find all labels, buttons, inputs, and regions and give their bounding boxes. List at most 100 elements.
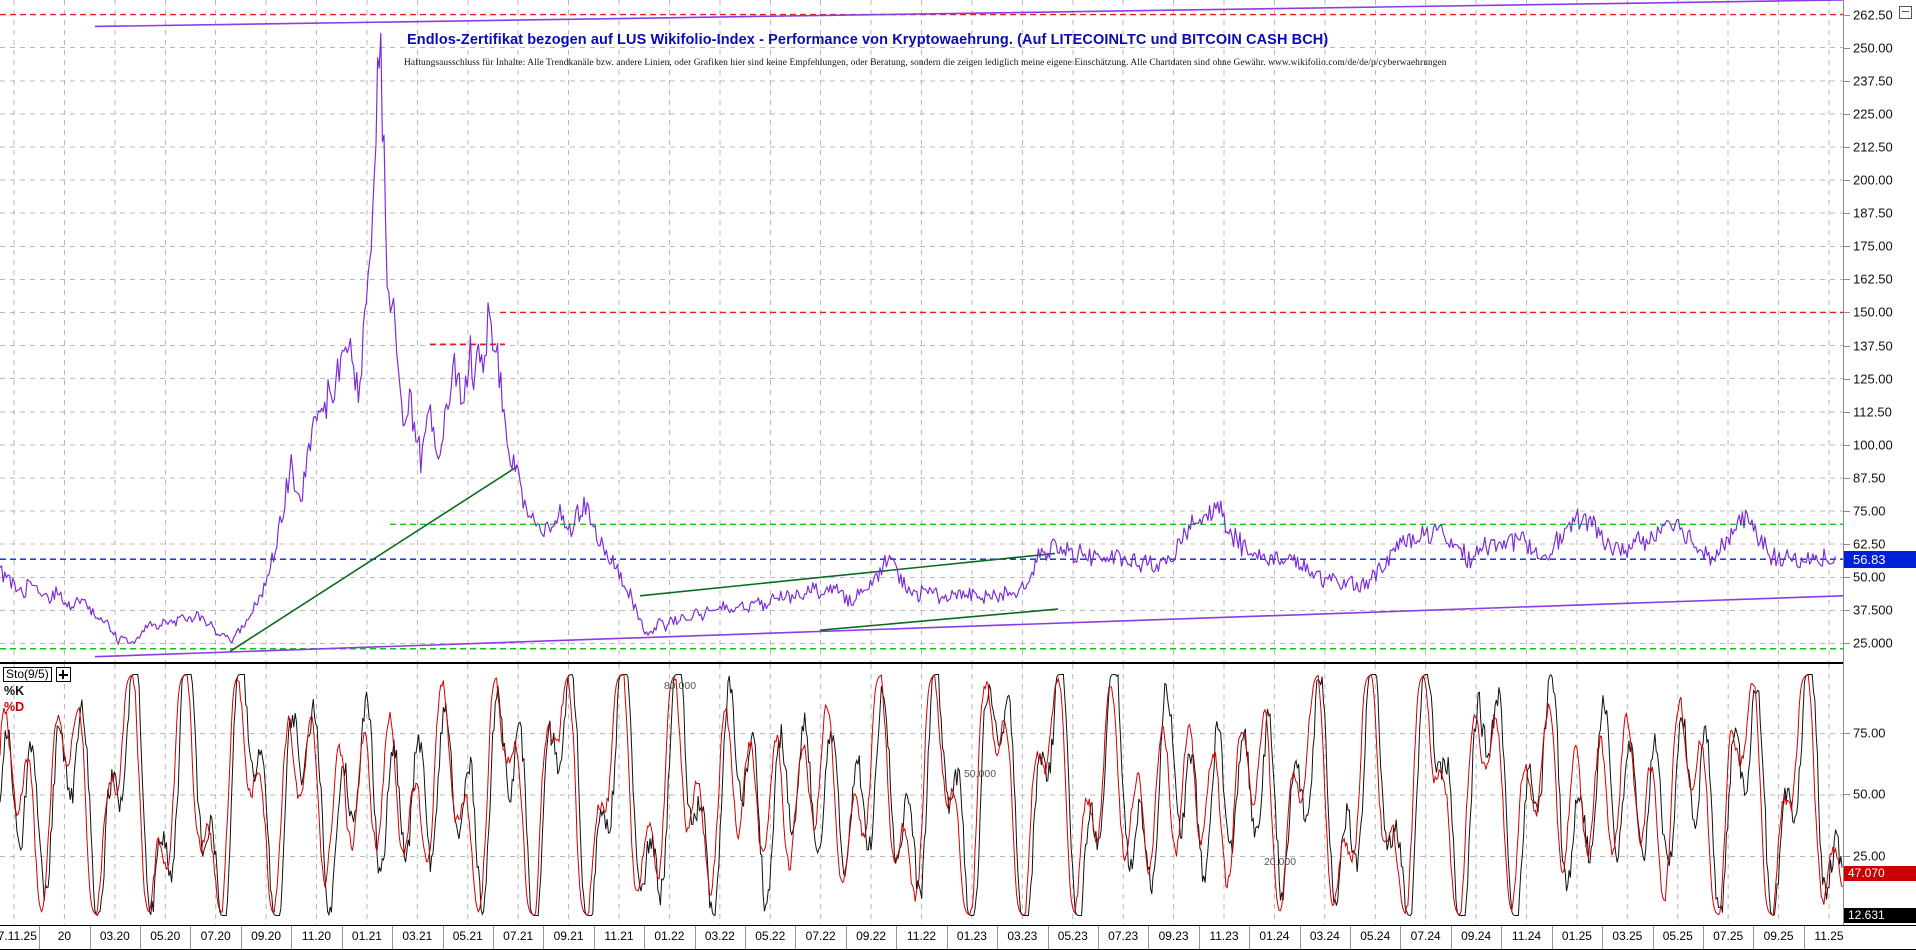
chart-title: Endlos-Zertifikat bezogen auf LUS Wikifo… [407,32,1329,48]
price-axis-label: 225.00 [1853,106,1893,122]
green-rising-2020 [229,465,519,653]
date-axis-separator [1602,926,1604,949]
price-axis-label: 150.00 [1853,304,1893,320]
green-rising-2023 [819,608,1059,632]
plus-box-icon[interactable] [55,667,71,682]
price-axis-tick [1844,246,1850,248]
price-axis-tick [1844,610,1850,612]
date-axis-separator [1702,926,1704,949]
date-axis-separator [240,926,242,949]
date-axis-label: 01.25 [1561,929,1592,943]
violet-upper-channel [94,0,1843,28]
current-price-badge[interactable]: 56.83 [1844,550,1916,568]
date-axis-label: 09.20 [251,929,282,943]
date-axis-label: 07.23 [1108,929,1139,943]
price-axis-label: 62.50 [1853,536,1886,552]
stochastic-indicator-panel[interactable]: Sto(9/5) %K %D 80.000 50.000 20.000 [0,663,1843,926]
price-axis-label: 125.00 [1853,371,1893,387]
date-axis-label: 03.24 [1309,929,1340,943]
date-axis-label: 03.23 [1007,929,1038,943]
date-axis-separator [1097,926,1099,949]
indicator-level-20: 20.000 [1263,856,1297,868]
date-axis-label: 05.21 [452,929,483,943]
price-axis-tick [1844,477,1850,479]
price-axis-tick [1844,378,1850,380]
price-axis-label: 200.00 [1853,172,1893,188]
indicator-level-50: 50.000 [963,768,997,780]
price-chart-canvas[interactable] [0,0,1843,662]
date-axis-label: 07.22 [805,929,836,943]
date-axis-separator [896,926,898,949]
date-axis-label: 11.20 [301,929,332,943]
date-axis-separator [845,926,847,949]
date-axis-separator [1198,926,1200,949]
price-axis-label: 100.00 [1853,437,1893,453]
price-axis-label: 37.500 [1853,602,1893,618]
date-axis-label: 05.23 [1057,929,1088,943]
indicator-level-80: 80.000 [663,680,697,692]
price-axis-label: 212.50 [1853,139,1893,155]
date-axis-separator [1803,926,1805,949]
price-axis-label: 112.50 [1853,404,1892,420]
date-axis-separator [1400,926,1402,949]
date-axis-label: 09.23 [1158,929,1189,943]
date-axis-label: 05.24 [1360,929,1391,943]
price-axis-label: 75.00 [1853,503,1886,519]
chart-disclaimer-subtitle: Haftungsausschluss für Inhalte: Alle Tre… [404,58,1447,68]
date-axis-separator [1450,926,1452,949]
date-axis-separator [997,926,999,949]
date-axis-separator [89,926,91,949]
date-axis-label: 01.23 [956,929,987,943]
date-axis-label: 09.22 [856,929,887,943]
date-axis-separator [140,926,142,949]
price-axis-tick [1844,80,1850,82]
date-axis-label: 07.21 [503,929,534,943]
date-axis-label: 07.24 [1410,929,1441,943]
price-chart-panel[interactable]: Endlos-Zertifikat bezogen auf LUS Wikifo… [0,0,1843,663]
indicator-axis-tick [1844,732,1850,734]
date-axis[interactable]: 07.11.25 20 03.20 05.20 07.20 09.20 11.20 01.21… [0,925,1916,950]
series-k-label: %K [4,684,25,698]
price-axis-tick [1844,279,1850,281]
price-axis-label: 175.00 [1853,238,1893,254]
date-axis-separator [1350,926,1352,949]
date-axis-separator [1148,926,1150,949]
date-axis-label: 09.21 [553,929,584,943]
price-axis-tick [1844,643,1850,645]
date-axis-label: 11.24 [1511,929,1542,943]
price-axis-label: 87.50 [1853,470,1886,486]
price-axis[interactable]: 262.50 250.00 237.50 225.00 212.50 200.00 187.… [1843,0,1916,925]
collapse-icon[interactable] [1899,6,1912,19]
date-axis-label: 03.25 [1612,929,1643,943]
date-axis-separator [392,926,394,949]
price-axis-label: 25.000 [1853,635,1893,651]
date-axis-label: 11.23 [1209,929,1239,943]
date-axis-label: 01.21 [351,929,382,943]
date-axis-separator [1249,926,1251,949]
date-axis-label: 05.25 [1662,929,1693,943]
date-axis-separator [1047,926,1049,949]
date-axis-label: 11.21 [604,929,634,943]
date-axis-separator [1299,926,1301,949]
violet-lower-channel [94,595,1843,658]
price-axis-label: 262.50 [1853,7,1893,23]
stochastic-canvas[interactable] [0,664,1843,926]
date-axis-label: 07.11.25 [0,929,37,943]
indicator-name-label[interactable]: Sto(9/5) [3,667,52,682]
indicator-legend: Sto(9/5) [3,667,71,682]
price-line [0,32,1836,645]
price-axis-tick [1844,113,1850,115]
price-axis-label: 162.50 [1853,271,1893,287]
green-rising-2022 [639,552,1056,597]
date-axis-label: 11.22 [906,929,937,943]
price-axis-tick [1844,544,1850,546]
price-axis-tick [1844,146,1850,148]
date-axis-separator [795,926,797,949]
indicator-k-value-badge[interactable]: 47.070 [1844,866,1916,881]
indicator-d-value-badge[interactable]: 12.631 [1844,908,1916,923]
price-axis-tick [1844,511,1850,513]
price-axis-label: 250.00 [1853,40,1893,56]
price-axis-label: 50.00 [1853,569,1886,585]
date-axis-separator [593,926,595,949]
